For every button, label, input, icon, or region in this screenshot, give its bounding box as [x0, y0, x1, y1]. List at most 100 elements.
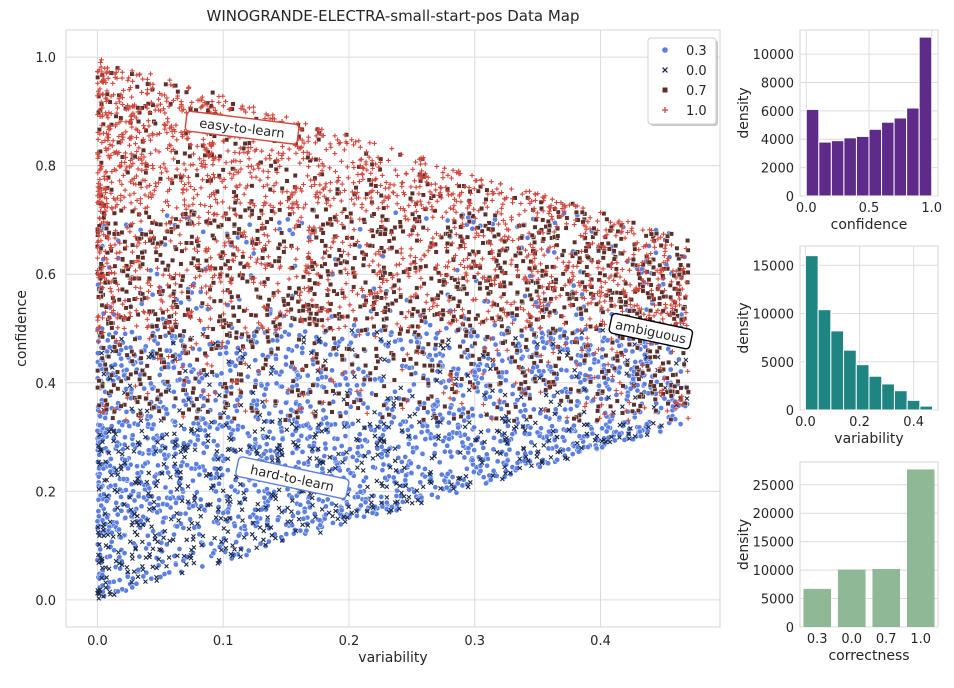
point-correctness-0.7: [135, 85, 139, 89]
point-correctness-0.3: [484, 463, 489, 468]
point-correctness-0.3: [457, 407, 462, 412]
point-correctness-0.7: [292, 317, 296, 321]
point-correctness-0.7: [392, 378, 396, 382]
point-correctness-0.7: [150, 324, 154, 328]
point-correctness-0.7: [683, 401, 687, 405]
point-correctness-0.3: [280, 437, 285, 442]
point-correctness-0.7: [417, 400, 421, 404]
point-correctness-0.3: [487, 394, 492, 399]
point-correctness-0.3: [460, 440, 465, 445]
point-correctness-0.3: [296, 438, 301, 443]
point-correctness-0.3: [214, 519, 219, 524]
point-correctness-0.3: [437, 460, 442, 465]
point-correctness-0.3: [555, 457, 560, 462]
point-correctness-0.3: [546, 429, 551, 434]
point-correctness-0.3: [252, 333, 257, 338]
point-correctness-0.7: [461, 276, 465, 280]
point-correctness-0.3: [575, 399, 580, 404]
point-correctness-0.7: [572, 240, 576, 244]
point-correctness-0.3: [211, 438, 216, 443]
point-correctness-0.7: [191, 256, 195, 260]
point-correctness-0.7: [155, 324, 159, 328]
point-correctness-0.3: [232, 523, 237, 528]
point-correctness-0.3: [113, 483, 118, 488]
point-correctness-0.7: [527, 266, 531, 270]
point-correctness-0.3: [156, 503, 161, 508]
point-correctness-0.3: [478, 468, 483, 473]
point-correctness-0.7: [402, 358, 406, 362]
point-correctness-0.3: [178, 463, 183, 468]
point-correctness-0.3: [236, 514, 241, 519]
point-correctness-0.3: [332, 446, 337, 451]
point-correctness-0.3: [439, 380, 444, 385]
point-correctness-0.3: [571, 423, 576, 428]
point-correctness-0.7: [177, 371, 181, 375]
point-correctness-0.3: [472, 447, 477, 452]
point-correctness-0.3: [564, 368, 569, 373]
point-correctness-0.3: [416, 464, 421, 469]
point-correctness-0.3: [676, 357, 681, 362]
point-correctness-0.7: [285, 179, 289, 183]
point-correctness-0.7: [374, 366, 378, 370]
point-correctness-0.3: [219, 371, 224, 376]
point-correctness-0.7: [467, 252, 471, 256]
point-correctness-0.3: [320, 466, 325, 471]
point-correctness-0.7: [452, 314, 456, 318]
point-correctness-0.3: [343, 410, 348, 415]
point-correctness-0.3: [300, 350, 305, 355]
point-correctness-0.3: [394, 493, 399, 498]
point-correctness-0.7: [515, 313, 519, 317]
point-correctness-0.3: [362, 437, 367, 442]
point-correctness-0.3: [252, 483, 257, 488]
point-correctness-0.7: [231, 305, 235, 309]
point-correctness-0.3: [406, 441, 411, 446]
point-correctness-0.3: [420, 451, 425, 456]
point-correctness-0.3: [259, 383, 264, 388]
point-correctness-0.3: [493, 342, 498, 347]
point-correctness-0.3: [245, 431, 250, 436]
point-correctness-0.3: [160, 559, 165, 564]
point-correctness-0.3: [519, 333, 524, 338]
point-correctness-0.3: [450, 474, 455, 479]
point-correctness-0.3: [342, 456, 347, 461]
point-correctness-0.7: [274, 167, 278, 171]
point-correctness-0.3: [454, 431, 459, 436]
point-correctness-0.3: [447, 436, 452, 441]
point-correctness-0.7: [686, 263, 690, 267]
point-correctness-0.3: [235, 427, 240, 432]
point-correctness-0.3: [527, 431, 532, 436]
point-correctness-0.3: [357, 484, 362, 489]
point-correctness-0.3: [168, 496, 173, 501]
point-correctness-0.7: [459, 214, 463, 218]
point-correctness-0.7: [619, 237, 623, 241]
point-correctness-0.7: [541, 378, 545, 382]
point-correctness-0.3: [120, 447, 125, 452]
point-correctness-0.3: [201, 450, 206, 455]
point-correctness-0.3: [172, 419, 177, 424]
point-correctness-0.7: [619, 351, 623, 355]
point-correctness-0.3: [577, 362, 582, 367]
point-correctness-0.7: [608, 404, 612, 408]
point-correctness-0.7: [512, 419, 516, 423]
point-correctness-0.7: [320, 239, 324, 243]
point-correctness-0.3: [458, 383, 463, 388]
point-correctness-0.3: [234, 408, 239, 413]
point-correctness-0.3: [596, 383, 601, 388]
point-correctness-0.3: [298, 528, 303, 533]
point-correctness-0.3: [308, 404, 313, 409]
point-correctness-0.3: [323, 446, 328, 451]
point-correctness-0.7: [479, 206, 483, 210]
point-correctness-0.7: [594, 302, 598, 306]
point-correctness-0.3: [244, 240, 249, 245]
point-correctness-0.3: [275, 452, 280, 457]
point-correctness-0.3: [225, 340, 230, 345]
point-correctness-0.3: [538, 411, 543, 416]
point-correctness-0.3: [385, 453, 390, 458]
point-correctness-0.3: [235, 397, 240, 402]
point-correctness-0.3: [149, 576, 154, 581]
point-correctness-0.3: [118, 494, 123, 499]
point-correctness-0.3: [151, 444, 156, 449]
point-correctness-0.3: [207, 425, 212, 430]
point-correctness-0.7: [383, 306, 387, 310]
point-correctness-0.7: [110, 326, 114, 330]
